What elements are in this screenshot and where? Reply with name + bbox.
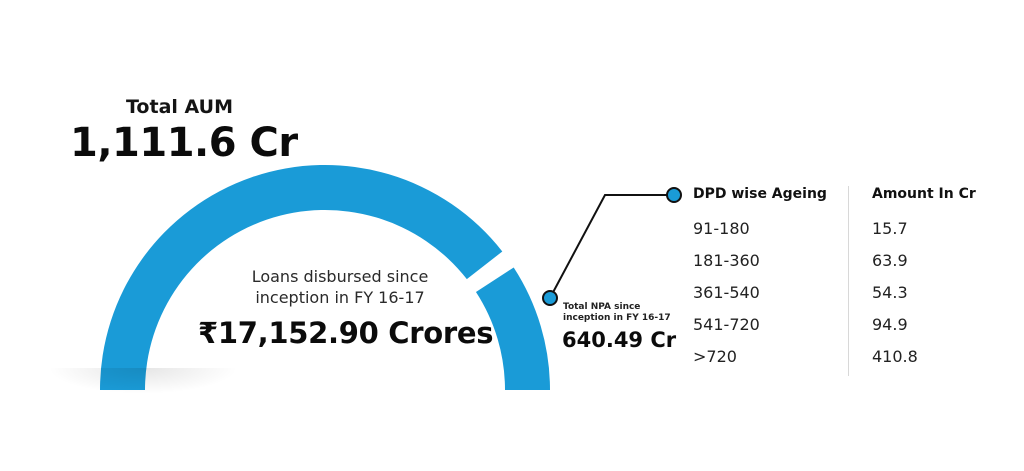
arc-base-shadow xyxy=(48,368,238,394)
ageing-amount-cell: 15.7 xyxy=(872,219,908,238)
loans-value: ₹17,152.90 Crores xyxy=(198,316,494,350)
ageing-amount-cell: 410.8 xyxy=(872,347,918,366)
ageing-amount-cell: 54.3 xyxy=(872,283,908,302)
loans-description-line2: inception in FY 16-17 xyxy=(255,288,425,307)
npa-value: 640.49 Cr xyxy=(562,328,677,352)
ageing-bucket-cell: 541-720 xyxy=(693,315,760,334)
npa-marker xyxy=(542,290,558,306)
arc-upper-segment xyxy=(100,164,503,390)
npa-label-line2: inception in FY 16-17 xyxy=(563,313,671,323)
loans-description: Loans disbursed since inception in FY 16… xyxy=(220,266,460,308)
column-header-amount: Amount In Cr xyxy=(872,186,976,202)
ageing-bucket-cell: >720 xyxy=(693,347,737,366)
arc-lower-segment xyxy=(475,267,550,390)
ageing-amount-cell: 94.9 xyxy=(872,315,908,334)
ageing-bucket-cell: 361-540 xyxy=(693,283,760,302)
column-header-ageing: DPD wise Ageing xyxy=(693,186,827,202)
ageing-bucket-cell: 91-180 xyxy=(693,219,750,238)
ageing-amount-cell: 63.9 xyxy=(872,251,908,270)
loans-description-line1: Loans disbursed since xyxy=(251,267,429,286)
ageing-bucket-cell: 181-360 xyxy=(693,251,760,270)
aum-value: 1,111.6 Cr xyxy=(70,120,298,166)
table-column-divider xyxy=(848,186,849,376)
aum-label: Total AUM xyxy=(126,96,233,118)
ageing-table-marker xyxy=(666,187,682,203)
npa-label-line1: Total NPA since xyxy=(563,302,641,312)
npa-label: Total NPA since inception in FY 16-17 xyxy=(563,302,683,324)
npa-connector-line xyxy=(549,194,674,299)
